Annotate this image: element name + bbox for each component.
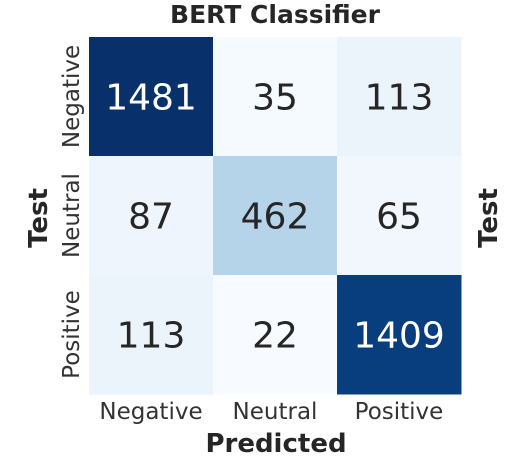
cell-value-0-2: 113: [365, 78, 434, 119]
heatmap-cell-0-1: [213, 37, 338, 157]
cell-value-1-0: 87: [128, 197, 174, 238]
y-axis-label-left: Test: [24, 188, 54, 248]
cell-value-2-2: 1409: [353, 316, 445, 357]
x-axis-tick-labels: Negative Neutral Positive: [99, 399, 443, 425]
heatmap-cell-labels: 1481 35 113 87 462 65 113 22 1409: [105, 78, 445, 357]
x-tick-label-negative: Negative: [99, 399, 202, 425]
cell-value-2-1: 22: [252, 316, 298, 357]
cell-value-1-2: 65: [376, 197, 422, 238]
cell-value-1-1: 462: [241, 197, 310, 238]
y-axis-tick-labels: Negative Neutral Positive: [59, 45, 85, 379]
x-tick-label-positive: Positive: [355, 399, 444, 425]
heatmap-cell-0-0: [89, 37, 214, 157]
heatmap-cells: [89, 37, 462, 395]
x-axis-label: Predicted: [205, 429, 346, 459]
cell-value-2-0: 113: [117, 316, 186, 357]
heatmap-cell-2-1: [213, 275, 338, 395]
x-tick-label-neutral: Neutral: [233, 399, 318, 425]
heatmap-cell-1-1: [213, 156, 338, 276]
y-tick-label-negative: Negative: [59, 45, 85, 148]
heatmap-cell-1-2: [337, 156, 462, 276]
chart-title: BERT Classifier: [170, 0, 381, 29]
y-axis-label-right: Test: [474, 188, 504, 248]
cell-value-0-1: 35: [252, 78, 298, 119]
heatmap-cell-1-0: [89, 156, 214, 276]
y-tick-label-neutral: Neutral: [59, 173, 85, 258]
heatmap-cell-0-2: [337, 37, 462, 157]
heatmap-cell-2-2: [337, 275, 462, 395]
y-tick-label-positive: Positive: [59, 290, 85, 379]
cell-value-0-0: 1481: [105, 78, 197, 119]
heatmap-cell-2-0: [89, 275, 214, 395]
